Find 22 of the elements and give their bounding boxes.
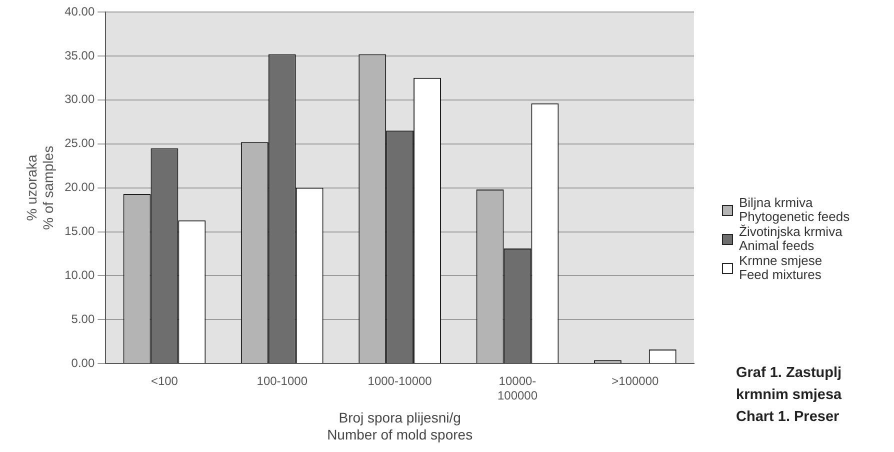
y-tick-label: 25.00 <box>64 136 95 150</box>
x-tick-label: 1000-10000 <box>368 374 432 388</box>
legend-label: Biljna krmiva Phytogenetic feeds <box>739 195 850 224</box>
x-tick-label: >100000 <box>612 374 660 388</box>
x-axis-title: Broj spora plijesni/g Number of mold spores <box>327 410 473 442</box>
legend-label: Krmne smjese Feed mixtures <box>739 253 822 282</box>
text: Graf 1. Zastuplj <box>736 365 842 381</box>
text: krmnim smjesa <box>736 387 842 403</box>
y-tick-label: 5.00 <box>71 312 95 326</box>
y-axis-title: % uzoraka % of samples <box>23 146 56 230</box>
y-tick-label: 35.00 <box>64 48 95 62</box>
y-tick-label: 15.00 <box>64 224 95 238</box>
legend-label: Životinjska krmiva Animal feeds <box>739 224 842 253</box>
caption: Chart 1. Preser <box>736 409 840 425</box>
y-tick-label: 40.00 <box>64 4 95 18</box>
y-tick-label: 0.00 <box>71 356 95 370</box>
y-tick-label: 10.00 <box>64 268 95 282</box>
x-tick-label: 100-1000 <box>256 374 308 388</box>
x-tick-label: 10000-100000 <box>497 374 538 403</box>
x-tick-label: <100 <box>150 374 178 388</box>
y-tick-label: 20.00 <box>64 180 95 194</box>
y-tick-label: 30.00 <box>64 92 95 106</box>
